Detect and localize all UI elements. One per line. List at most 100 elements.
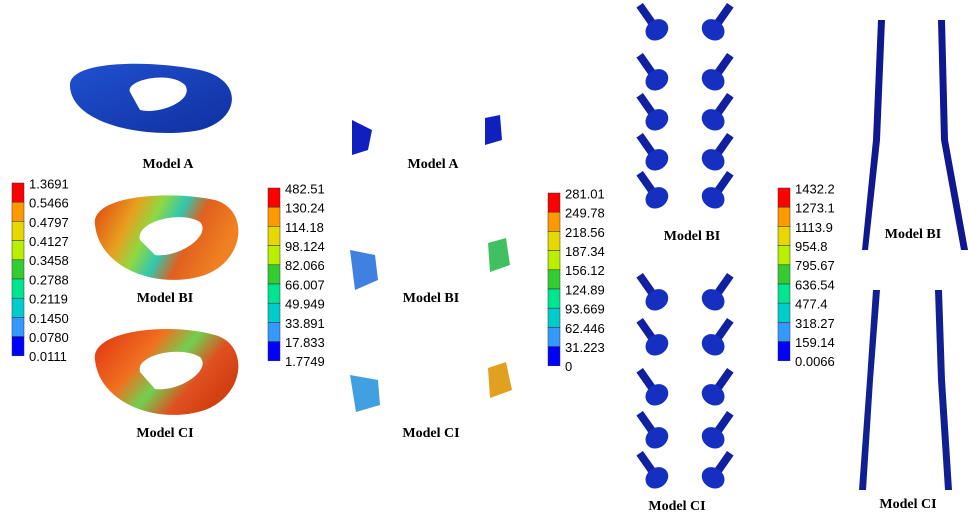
ring-model-a [70,63,232,133]
legend-label: 281.01 [565,186,605,201]
screw [636,410,669,449]
screw [636,92,669,131]
legend-swatch [547,327,561,347]
screw-head [701,334,725,356]
legend-swatch [267,341,281,362]
screw [701,410,734,449]
legend-label: 31.223 [565,340,605,355]
legend-swatch [267,264,281,285]
legend-label: 218.56 [565,225,605,240]
screw [636,367,669,406]
legend-label: 62.446 [565,321,605,336]
legend-label: 954.8 [795,239,828,254]
legend-swatch [11,317,25,337]
legend-swatch [547,307,561,328]
screw [701,450,734,489]
legend-label: 98.124 [285,239,325,254]
legend-label: 66.007 [285,277,325,292]
screw-head [645,334,669,356]
ring-model-bi [94,195,239,280]
screw-head [701,109,725,131]
legend-label: 0.4797 [29,215,69,230]
legend-swatch [777,283,791,304]
model-label: Model A [408,157,460,172]
screw [636,52,669,91]
legend-label: 1.7749 [285,354,325,369]
screw [636,317,669,356]
legend-label: 0.2788 [29,272,69,287]
screw [701,132,734,171]
rods [859,20,968,490]
legend-swatch [11,221,25,241]
screw-head [701,289,725,311]
screw-head [645,19,669,41]
legend-label: 187.34 [565,244,605,259]
legend-label: 82.066 [285,258,325,273]
legend-swatch [267,226,281,246]
model-label: Model CI [136,426,193,441]
screw-head [645,109,669,131]
screw [636,272,669,311]
legend-swatch [267,187,281,208]
legend-swatch [267,302,281,323]
screw [636,450,669,489]
screw-head [701,69,725,91]
legend-swatch [777,264,791,285]
screw-head [701,149,725,171]
legend-swatch [267,283,281,304]
screw [701,367,734,406]
screw-head [701,19,725,41]
legend-swatch [11,297,25,318]
screw [701,317,734,356]
legend-label: 1273.1 [795,201,835,216]
legend-swatch [267,245,281,266]
screw [701,52,734,91]
screw-head [645,427,669,449]
legend-label: 249.78 [565,206,605,221]
legend-label: 17.833 [285,335,325,350]
screw-head [645,69,669,91]
legend-swatch [777,226,791,246]
screw-head [645,289,669,311]
legend-label: 93.669 [565,302,605,317]
legend-swatch [547,346,561,367]
legend-label: 0 [565,359,572,374]
legend-label: 1113.9 [795,220,833,235]
legend-label: 130.24 [285,201,325,216]
model-label: Model BI [664,229,720,244]
model-label: Model CI [648,499,705,514]
legend-swatch [547,211,561,232]
screw [701,2,734,41]
legend-swatch [11,278,25,299]
facets [350,115,512,412]
legend-label: 477.4 [795,297,828,312]
legend-label: 482.51 [285,181,325,196]
legend-label: 114.18 [285,220,324,235]
model-label: Model A [143,157,195,172]
legend-swatch [267,322,281,342]
screw [701,170,734,209]
screw [636,2,669,41]
legend-swatch [11,201,25,222]
screw-head [645,149,669,171]
legend-label: 1432.2 [795,181,835,196]
screw-head [701,427,725,449]
legend-swatch [547,192,561,213]
legend-label: 0.0066 [795,354,835,369]
legend-swatch [267,206,281,227]
legend-swatch [777,302,791,323]
legend-label: 318.27 [795,316,835,331]
screw [636,132,669,171]
legend-label: 159.14 [795,335,835,350]
legend-swatch [11,336,25,357]
legend-label: 0.4127 [29,234,69,249]
screw-head [701,384,725,406]
legend-swatch [11,259,25,280]
legend-label: 0.0780 [29,330,69,345]
legend-label: 0.5466 [29,196,69,211]
screw-head [701,467,725,489]
legend-swatch [777,245,791,266]
legend-label: 0.0111 [29,349,67,364]
legend-label: 795.67 [795,258,835,273]
